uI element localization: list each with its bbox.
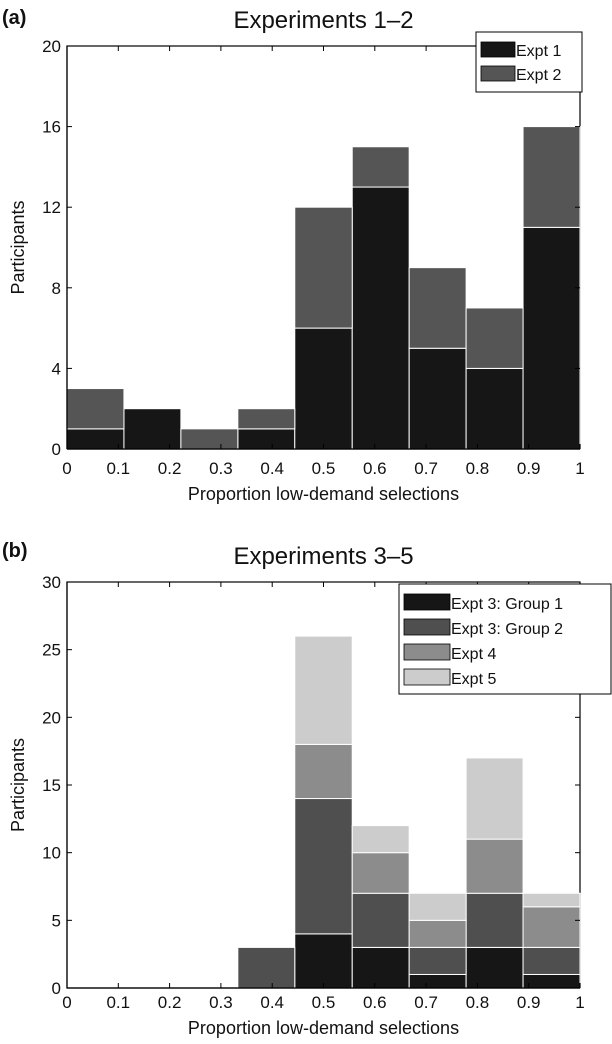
x-tick-label: 0.8 — [466, 993, 490, 1012]
x-tick-label: 0.5 — [312, 993, 336, 1012]
x-tick-label: 0.2 — [158, 993, 182, 1012]
x-tick-label: 0.8 — [466, 459, 490, 478]
bar-expt-2-bin-5 — [294, 206, 353, 329]
x-tick-label: 0.7 — [414, 459, 438, 478]
y-tick-label: 25 — [42, 641, 61, 660]
legend-entry: Expt 3: Group 1 — [451, 596, 563, 613]
y-tick-label: 0 — [52, 440, 61, 459]
x-tick-label: 0.1 — [106, 993, 130, 1012]
y-axis-label: Participants — [8, 738, 28, 832]
chart-panel-a: 0 0.1 0.2 0.3 0.4 0.5 0.6 0.7 0.8 0.9 1 0 4 8 12 16 20 (a… — [2, 7, 585, 504]
bar-expt-3-group-2-bin-5 — [294, 798, 353, 935]
legend-entry: Expt 3: Group 2 — [451, 621, 563, 638]
bar-expt-1-bin-1 — [66, 428, 125, 450]
bar-expt-1-bin-8 — [465, 367, 524, 450]
x-tick-label: 1 — [575, 993, 584, 1012]
chart-title: Experiments 1–2 — [233, 7, 413, 34]
y-tick-label: 8 — [52, 279, 61, 298]
x-tick-label: 0 — [62, 993, 71, 1012]
bar-expt-3-group-1-bin-5 — [294, 933, 353, 989]
bar-expt-1-bin-4 — [237, 428, 296, 450]
bar-expt-1-bin-5 — [294, 327, 353, 450]
x-tick-label: 0.6 — [363, 993, 387, 1012]
x-tick-label: 0.3 — [209, 459, 233, 478]
panel-label: (b) — [2, 540, 28, 562]
bar-expt-5-bin-6 — [351, 825, 410, 854]
bar-expt-4-bin-8 — [465, 838, 524, 894]
legend-entry: Expt 1 — [516, 43, 561, 60]
bar-expt-4-bin-7 — [408, 919, 467, 948]
bar-expt-2-bin-6 — [351, 146, 410, 188]
bar-expt-2-bin-4 — [237, 408, 296, 430]
y-axis-label: Participants — [8, 200, 28, 294]
bar-expt-5-bin-7 — [408, 892, 467, 921]
bar-expt-2-bin-8 — [465, 307, 524, 369]
legend: Expt 3: Group 1 Expt 3: Group 2 Expt 4 Expt… — [398, 583, 612, 695]
x-tick-label: 1 — [575, 459, 584, 478]
x-tick-label: 0.6 — [363, 459, 387, 478]
x-axis-label: Proportion low-demand selections — [188, 1018, 459, 1038]
bar-expt-3-group-1-bin-8 — [465, 946, 524, 989]
y-tick-label: 4 — [52, 359, 61, 378]
x-tick-label: 0.4 — [260, 459, 284, 478]
y-tick-label: 20 — [42, 37, 61, 56]
bar-expt-3-group-2-bin-4 — [237, 946, 296, 989]
x-tick-label: 0 — [62, 459, 71, 478]
bar-expt-3-group-2-bin-9 — [522, 946, 581, 975]
bar-expt-2-bin-3 — [180, 428, 239, 450]
bar-expt-3-group-1-bin-6 — [351, 946, 410, 989]
bar-expt-3-group-2-bin-8 — [465, 892, 524, 948]
y-tick-label: 0 — [52, 979, 61, 998]
x-axis-label: Proportion low-demand selections — [188, 484, 459, 504]
bar-expt-5-bin-8 — [465, 757, 524, 840]
legend-swatch — [403, 593, 451, 611]
bar-expt-3-group-1-bin-9 — [522, 973, 581, 989]
bar-expt-3-group-2-bin-6 — [351, 892, 410, 948]
bar-expt-1-bin-6 — [351, 186, 410, 450]
bar-expt-1-bin-9 — [522, 226, 581, 450]
bar-expt-1-bin-2 — [123, 408, 182, 450]
x-tick-label: 0.5 — [312, 459, 336, 478]
legend-swatch — [480, 65, 516, 82]
x-tick-label: 0.9 — [517, 459, 541, 478]
bar-expt-4-bin-6 — [351, 852, 410, 894]
x-tick-label: 0.9 — [517, 993, 541, 1012]
chart-title: Experiments 3–5 — [233, 543, 413, 570]
legend-swatch — [403, 668, 451, 686]
legend: Expt 1 Expt 2 — [475, 31, 583, 93]
bar-expt-5-bin-5 — [294, 635, 353, 745]
bar-expt-3-group-2-bin-7 — [408, 946, 467, 975]
x-tick-label: 0.4 — [260, 993, 284, 1012]
x-tick-label: 0.7 — [414, 993, 438, 1012]
bar-expt-5-bin-9 — [522, 892, 581, 908]
bar-expt-2-bin-7 — [408, 267, 467, 349]
bar-expt-4-bin-9 — [522, 906, 581, 948]
y-tick-label: 20 — [42, 708, 61, 727]
bar-expt-2-bin-9 — [522, 126, 581, 228]
legend-swatch — [403, 618, 451, 636]
bar-expt-4-bin-5 — [294, 743, 353, 800]
y-tick-label: 30 — [42, 573, 61, 592]
panel-label: (a) — [2, 7, 26, 29]
x-tick-label: 0.1 — [106, 459, 130, 478]
legend-entry: Expt 4 — [451, 646, 496, 663]
y-tick-label: 16 — [42, 118, 61, 137]
y-tick-label: 15 — [42, 776, 61, 795]
legend-entry: Expt 5 — [451, 671, 496, 688]
x-tick-label: 0.3 — [209, 993, 233, 1012]
y-tick-label: 12 — [42, 198, 61, 217]
y-tick-label: 5 — [52, 911, 61, 930]
legend-entry: Expt 2 — [516, 67, 561, 84]
bar-expt-1-bin-7 — [408, 347, 467, 450]
bar-expt-3-group-1-bin-7 — [408, 973, 467, 989]
y-tick-label: 10 — [42, 844, 61, 863]
bar-expt-2-bin-1 — [66, 388, 125, 430]
x-tick-label: 0.2 — [158, 459, 182, 478]
chart-panel-b: 0 0.1 0.2 0.3 0.4 0.5 0.6 0.7 0.8 0.9 105101520253… — [2, 540, 612, 1038]
legend-swatch — [403, 643, 451, 661]
legend-swatch — [480, 41, 516, 58]
